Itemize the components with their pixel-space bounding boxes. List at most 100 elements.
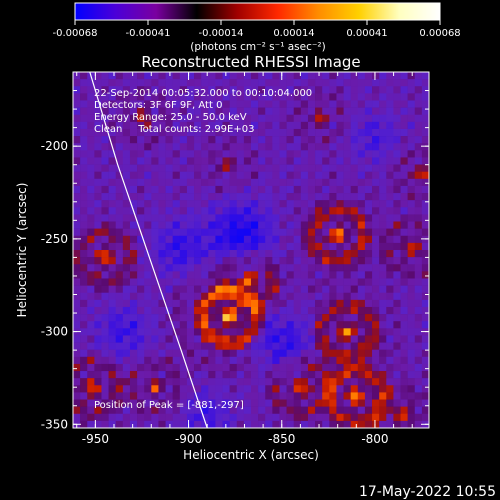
heatmap-cell	[350, 257, 359, 265]
heatmap-cell	[421, 107, 429, 116]
heatmap-cell	[108, 299, 117, 308]
heatmap-cell	[272, 299, 280, 308]
heatmap-cell	[122, 349, 131, 358]
heatmap-cell	[372, 257, 380, 265]
heatmap-cell	[372, 413, 380, 422]
heatmap-cell	[279, 143, 287, 151]
heatmap-cell	[300, 185, 309, 194]
heatmap-cell	[115, 292, 124, 301]
heatmap-cell	[115, 178, 124, 187]
heatmap-cell	[108, 342, 117, 350]
heatmap-cell	[194, 193, 202, 201]
heatmap-cell	[158, 136, 166, 144]
heatmap-cell	[172, 399, 181, 407]
heatmap-cell	[343, 178, 351, 187]
heatmap-cell	[73, 79, 81, 87]
heatmap-cell	[329, 150, 337, 158]
heatmap-cell	[350, 363, 359, 372]
heatmap-cell	[144, 185, 152, 194]
heatmap-cell	[137, 242, 145, 251]
heatmap-cell	[300, 235, 309, 244]
heatmap-cell	[322, 278, 330, 286]
heatmap-cell	[186, 72, 195, 80]
heatmap-cell	[300, 178, 309, 187]
heatmap-cell	[151, 342, 159, 350]
heatmap-cell	[201, 207, 209, 215]
heatmap-cell	[322, 321, 330, 329]
heatmap-cell	[300, 406, 309, 415]
heatmap-cell	[101, 292, 109, 301]
heatmap-cell	[258, 235, 266, 244]
heatmap-cell	[73, 86, 81, 94]
heatmap-cell	[414, 306, 423, 315]
heatmap-cell	[258, 278, 266, 286]
heatmap-cell	[236, 93, 245, 101]
heatmap-cell	[272, 235, 280, 244]
heatmap-cell	[201, 157, 209, 165]
heatmap-cell	[186, 214, 195, 222]
heatmap-cell	[258, 171, 266, 180]
heatmap-cell	[407, 356, 416, 365]
heatmap-cell	[194, 200, 202, 208]
heatmap-cell	[201, 356, 209, 365]
heatmap-cell	[80, 164, 88, 172]
heatmap-cell	[315, 228, 323, 237]
heatmap-cell	[80, 299, 88, 308]
heatmap-cell	[293, 235, 302, 244]
heatmap-cell	[229, 164, 238, 172]
heatmap-cell	[421, 399, 429, 407]
heatmap-cell	[108, 93, 117, 101]
heatmap-cell	[357, 214, 366, 222]
heatmap-cell	[186, 128, 195, 137]
heatmap-cell	[379, 143, 387, 151]
heatmap-cell	[272, 278, 280, 286]
heatmap-cell	[407, 100, 416, 108]
heatmap-cell	[393, 228, 401, 237]
heatmap-cell	[364, 250, 373, 258]
heatmap-cell	[357, 107, 366, 116]
heatmap-cell	[208, 250, 216, 258]
heatmap-cell	[73, 121, 81, 130]
heatmap-cell	[151, 114, 159, 123]
heatmap-cell	[194, 107, 202, 116]
heatmap-cell	[293, 207, 302, 215]
heatmap-cell	[265, 193, 273, 201]
heatmap-cell	[208, 278, 216, 286]
heatmap-cell	[215, 342, 223, 350]
heatmap-cell	[293, 128, 302, 137]
heatmap-cell	[236, 250, 245, 258]
heatmap-cell	[179, 371, 188, 379]
heatmap-cell	[258, 250, 266, 258]
heatmap-cell	[307, 79, 316, 87]
heatmap-cell	[115, 150, 124, 158]
heatmap-cell	[186, 271, 195, 279]
heatmap-cell	[137, 371, 145, 379]
heatmap-cell	[94, 150, 102, 158]
heatmap-cell	[101, 392, 109, 400]
heatmap-cell	[101, 214, 109, 222]
heatmap-cell	[272, 257, 280, 265]
heatmap-cell	[414, 114, 423, 123]
heatmap-cell	[414, 121, 423, 130]
heatmap-cell	[243, 271, 252, 279]
heatmap-cell	[243, 371, 252, 379]
heatmap-cell	[243, 314, 252, 322]
heatmap-cell	[201, 321, 209, 329]
heatmap-cell	[122, 93, 131, 101]
heatmap-cell	[215, 150, 223, 158]
heatmap-cell	[350, 406, 359, 415]
heatmap-cell	[186, 356, 195, 365]
heatmap-cell	[94, 185, 102, 194]
heatmap-cell	[400, 242, 408, 251]
heatmap-cell	[372, 292, 380, 301]
heatmap-cell	[258, 335, 266, 343]
heatmap-cell	[357, 335, 366, 343]
heatmap-cell	[129, 171, 138, 180]
heatmap-cell	[322, 406, 330, 415]
heatmap-cell	[407, 221, 416, 229]
heatmap-cell	[94, 171, 102, 180]
heatmap-cell	[350, 207, 359, 215]
heatmap-cell	[108, 150, 117, 158]
heatmap-cell	[80, 335, 88, 343]
heatmap-cell	[73, 349, 81, 358]
